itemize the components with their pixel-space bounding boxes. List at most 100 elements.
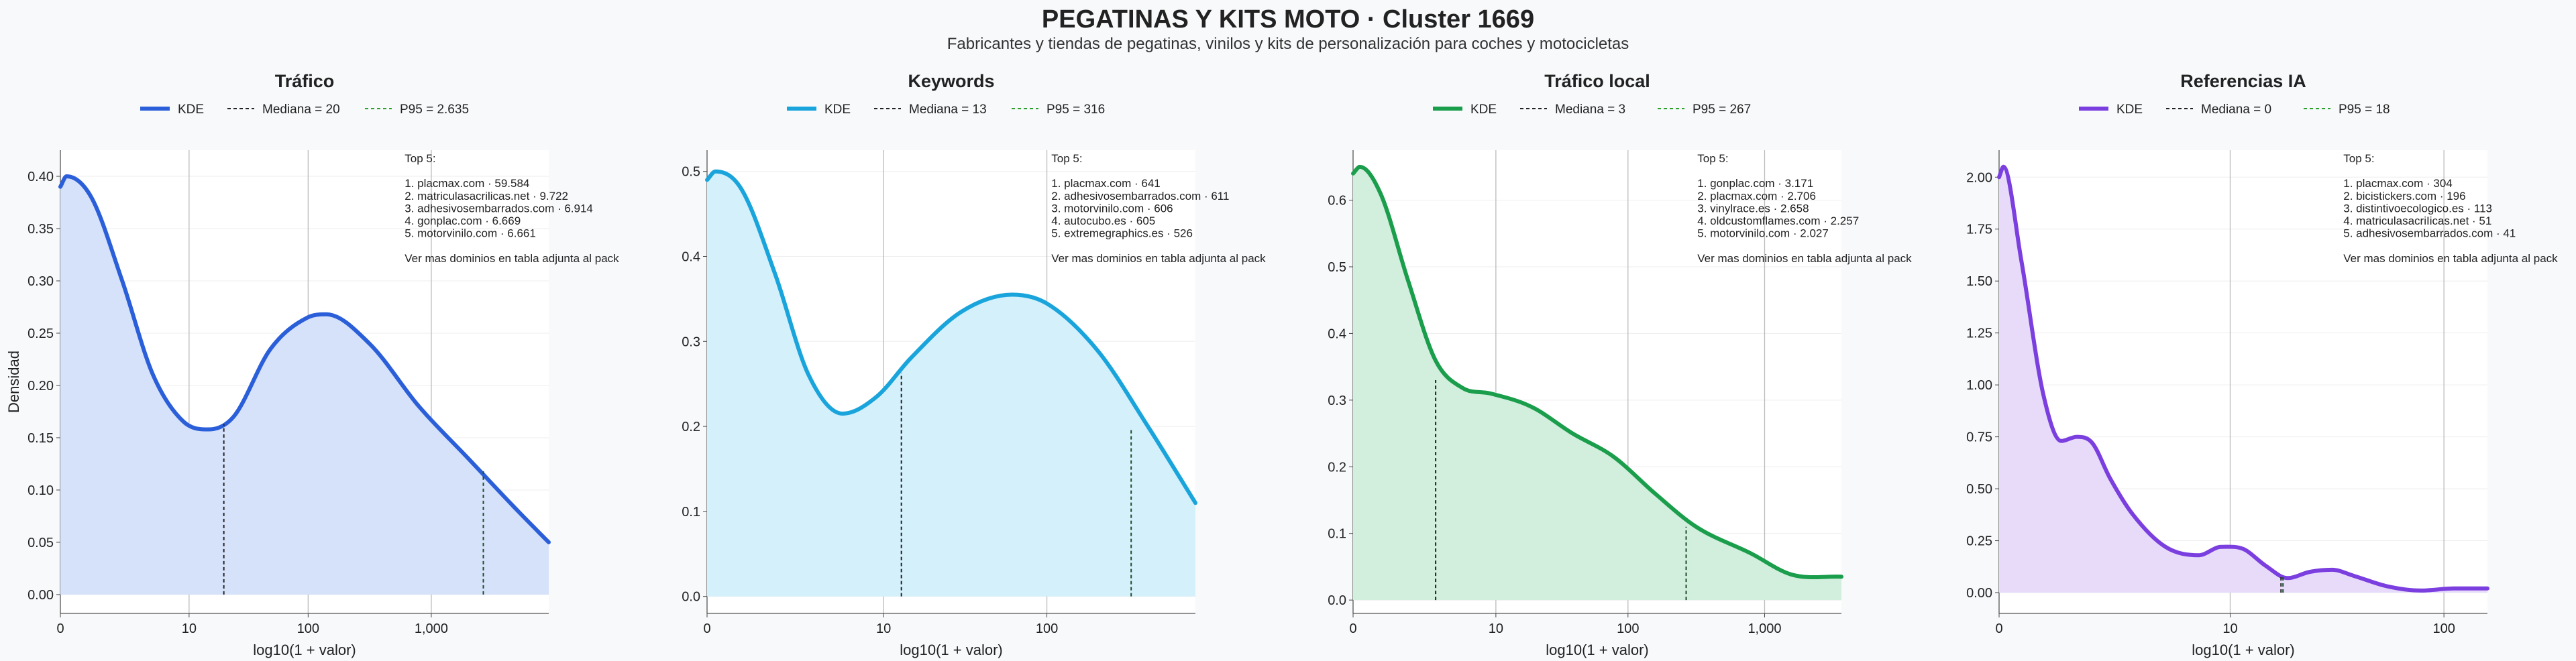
annotation-line: 1. placmax.com · 304 bbox=[2343, 177, 2453, 190]
panel-title: Referencias IA bbox=[2180, 71, 2306, 91]
legend-p95-label: P95 = 267 bbox=[1693, 103, 1751, 117]
y-tick-label: 0.10 bbox=[28, 483, 54, 498]
kde-line bbox=[1997, 164, 2489, 593]
y-tick-label: 0.2 bbox=[682, 420, 700, 434]
legend-kde-label: KDE bbox=[2116, 103, 2143, 117]
y-tick-label: 1.00 bbox=[1966, 378, 1992, 393]
panel-4: Referencias IA KDE Mediana = 0 P95 = 18 0.00… bbox=[1966, 71, 2558, 658]
x-tick-label: 10 bbox=[1489, 621, 1503, 636]
figure-subtitle: Fabricantes y tiendas de pegatinas, vini… bbox=[947, 35, 1629, 53]
x-axis-label: log10(1 + valor) bbox=[253, 642, 356, 658]
legend-kde-label: KDE bbox=[178, 103, 204, 117]
annotation-line: 4. oldcustomflames.com · 2.257 bbox=[1697, 215, 1859, 227]
figure-title: PEGATINAS Y KITS MOTO · Cluster 1669 bbox=[1041, 5, 1535, 34]
x-tick-label: 100 bbox=[2432, 621, 2455, 636]
x-tick-label: 1,000 bbox=[1748, 621, 1781, 636]
legend-median-label: Mediana = 3 bbox=[1555, 103, 1625, 117]
kde-line bbox=[705, 169, 1197, 505]
y-tick-label: 0.00 bbox=[28, 588, 54, 603]
panel-2: Keywords KDE Mediana = 13 P95 = 316 0.0 0.1 0.… bbox=[682, 71, 1266, 658]
x-axis-label: log10(1 + valor) bbox=[1546, 642, 1648, 658]
legend-p95-label: P95 = 18 bbox=[2339, 103, 2390, 117]
annotation-line: 2. matriculasacrilicas.net · 9.722 bbox=[405, 190, 568, 202]
legend: KDE Mediana = 13 P95 = 316 bbox=[787, 103, 1105, 117]
y-tick-label: 0.5 bbox=[1328, 260, 1346, 275]
y-tick-label: 0.3 bbox=[682, 335, 700, 349]
y-tick-label: 0.1 bbox=[682, 505, 700, 520]
legend-kde-label: KDE bbox=[824, 103, 851, 117]
x-tick-label: 0 bbox=[1995, 621, 2002, 636]
annotation-line: 2. adhesivosembarrados.com · 611 bbox=[1051, 190, 1229, 202]
kde-fill-area bbox=[1999, 166, 2487, 593]
y-tick-label: 0.75 bbox=[1966, 430, 1992, 445]
y-axis-label: Densidad bbox=[5, 351, 22, 413]
panel-title: Tráfico bbox=[275, 71, 335, 91]
annotation-line: 5. adhesivosembarrados.com · 41 bbox=[2343, 227, 2516, 240]
annotation-line: 1. placmax.com · 59.584 bbox=[405, 177, 529, 190]
annotation-line: 2. bicistickers.com · 196 bbox=[2343, 190, 2465, 202]
y-tick-label: 0.5 bbox=[682, 165, 700, 180]
x-tick-label: 0 bbox=[703, 621, 710, 636]
x-tick-label: 10 bbox=[182, 621, 197, 636]
annotation-line: 4. matriculasacriIicas.net · 51 bbox=[2343, 215, 2491, 227]
y-tick-label: 0.15 bbox=[28, 431, 54, 446]
y-tick-label: 0.00 bbox=[1966, 586, 1992, 601]
kde-fill-area bbox=[1353, 166, 1841, 601]
annotation-line: 4. autocubo.es · 605 bbox=[1051, 215, 1155, 227]
annotation-line: 2. placmax.com · 2.706 bbox=[1697, 190, 1816, 202]
y-tick-label: 0.1 bbox=[1328, 527, 1346, 542]
y-tick-label: 0.05 bbox=[28, 536, 54, 550]
panel-title: Keywords bbox=[908, 71, 994, 91]
kde-fill-area bbox=[60, 176, 549, 595]
legend-median-label: Mediana = 13 bbox=[909, 103, 987, 117]
kde-line bbox=[1351, 164, 1843, 580]
legend: KDE Mediana = 20 P95 = 2.635 bbox=[140, 103, 469, 117]
annotation-line: Ver mas dominios en tabla adjunta al pac… bbox=[1697, 252, 1912, 265]
legend-median-label: Mediana = 20 bbox=[262, 103, 340, 117]
legend-p95-label: P95 = 2.635 bbox=[400, 103, 469, 117]
y-tick-label: 0.20 bbox=[28, 379, 54, 394]
y-tick-label: 0.2 bbox=[1328, 460, 1346, 475]
x-tick-label: 0 bbox=[1349, 621, 1356, 636]
annotation-line: Top 5: bbox=[2343, 152, 2374, 165]
y-tick-label: 0.0 bbox=[1328, 593, 1346, 608]
kde-line bbox=[58, 174, 551, 544]
annotation-line: 3. vinylrace.es · 2.658 bbox=[1697, 202, 1809, 215]
y-tick-label: 0.35 bbox=[28, 222, 54, 237]
annotation-line: 5. motorvinilo.com · 2.027 bbox=[1697, 227, 1829, 240]
x-tick-label: 0 bbox=[56, 621, 64, 636]
x-tick-label: 100 bbox=[297, 621, 319, 636]
annotation-line: 1. gonplac.com · 3.171 bbox=[1697, 177, 1813, 190]
annotation-line: Top 5: bbox=[1051, 152, 1082, 165]
y-tick-label: 0.6 bbox=[1328, 194, 1346, 208]
legend-kde-label: KDE bbox=[1470, 103, 1497, 117]
annotation-line: 3. motorvinilo.com · 606 bbox=[1051, 202, 1173, 215]
y-tick-label: 1.25 bbox=[1966, 326, 1992, 341]
annotation-line: 4. gonplac.com · 6.669 bbox=[405, 215, 521, 227]
y-tick-label: 0.40 bbox=[28, 170, 54, 184]
y-tick-label: 1.75 bbox=[1966, 223, 1992, 237]
annotation-line: Ver mas dominios en tabla adjunta al pac… bbox=[2343, 252, 2558, 265]
y-tick-label: 0.50 bbox=[1966, 482, 1992, 497]
x-tick-label: 100 bbox=[1036, 621, 1058, 636]
annotation-line: 3. adhesivosembarrados.com · 6.914 bbox=[405, 202, 593, 215]
legend-p95-label: P95 = 316 bbox=[1046, 103, 1105, 117]
y-tick-label: 0.3 bbox=[1328, 394, 1346, 408]
annotation-line: Ver mas dominios en tabla adjunta al pac… bbox=[1051, 252, 1266, 265]
legend-median-label: Mediana = 0 bbox=[2201, 103, 2271, 117]
y-tick-label: 1.50 bbox=[1966, 274, 1992, 289]
x-axis-label: log10(1 + valor) bbox=[2192, 642, 2294, 658]
annotation-line: Top 5: bbox=[1697, 152, 1728, 165]
kde-fill-area bbox=[707, 171, 1195, 597]
y-tick-label: 0.30 bbox=[28, 274, 54, 289]
legend: KDE Mediana = 3 P95 = 267 bbox=[1433, 103, 1751, 117]
annotation-line: 5. motorvinilo.com · 6.661 bbox=[405, 227, 536, 240]
panel-title: Tráfico local bbox=[1544, 71, 1650, 91]
y-tick-label: 0.4 bbox=[682, 249, 700, 264]
panel-1: Tráfico KDE Mediana = 20 P95 = 2.635 0.00 0.0… bbox=[5, 71, 619, 658]
annotation-line: 5. extremegraphics.es · 526 bbox=[1051, 227, 1193, 240]
x-tick-label: 1,000 bbox=[415, 621, 448, 636]
